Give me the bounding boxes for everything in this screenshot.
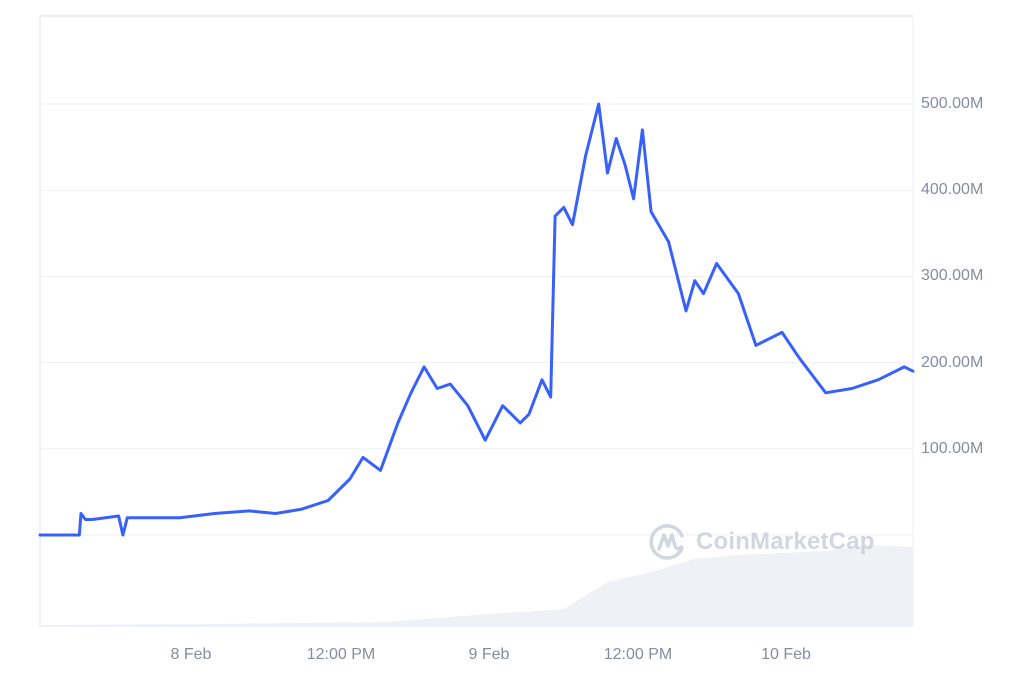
- coinmarketcap-watermark: CoinMarketCap: [648, 522, 875, 562]
- watermark-text: CoinMarketCap: [696, 528, 875, 555]
- coinmarketcap-logo-icon: [649, 524, 684, 560]
- x-tick-8-feb: 8 Feb: [170, 646, 212, 663]
- y-tick-300m: 300.00M: [921, 267, 984, 284]
- x-tick-noon-2: 12:00 PM: [603, 646, 673, 663]
- y-tick-500m: 500.00M: [921, 95, 984, 112]
- y-tick-400m: 400.00M: [921, 181, 984, 198]
- x-tick-noon-1: 12:00 PM: [306, 646, 376, 663]
- x-tick-10-feb: 10 Feb: [761, 646, 811, 663]
- market-cap-line[interactable]: [38, 102, 915, 537]
- gridlines: [40, 103, 913, 536]
- x-tick-9-feb: 9 Feb: [468, 646, 510, 663]
- volume-area: [40, 545, 913, 627]
- y-tick-100m: 100.00M: [921, 440, 984, 457]
- y-tick-200m: 200.00M: [921, 354, 984, 371]
